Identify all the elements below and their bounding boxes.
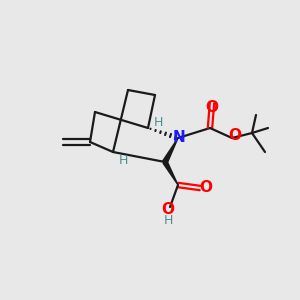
Text: H: H <box>163 214 173 227</box>
Text: O: O <box>161 202 175 217</box>
Text: O: O <box>206 100 218 115</box>
Text: H: H <box>153 116 163 130</box>
Text: O: O <box>229 128 242 143</box>
Polygon shape <box>163 161 178 185</box>
Polygon shape <box>163 138 178 163</box>
Text: H: H <box>118 154 128 166</box>
Text: N: N <box>172 130 185 145</box>
Text: O: O <box>200 179 212 194</box>
